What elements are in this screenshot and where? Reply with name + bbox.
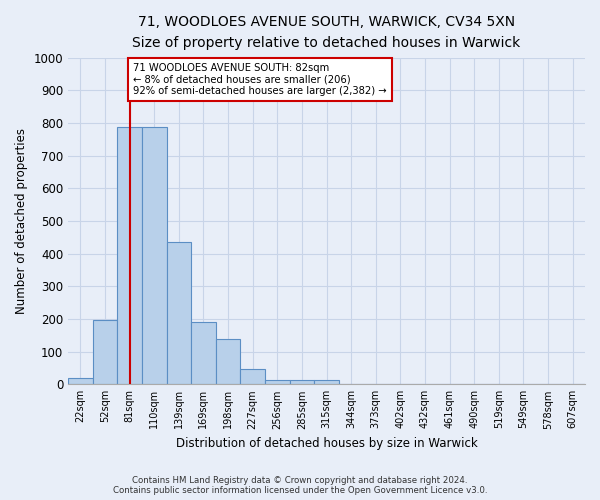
Bar — [241, 368, 265, 384]
Bar — [68, 378, 92, 384]
Title: 71, WOODLOES AVENUE SOUTH, WARWICK, CV34 5XN
Size of property relative to detach: 71, WOODLOES AVENUE SOUTH, WARWICK, CV34… — [133, 15, 521, 50]
Bar — [92, 320, 117, 384]
Bar — [290, 380, 314, 384]
X-axis label: Distribution of detached houses by size in Warwick: Distribution of detached houses by size … — [176, 437, 478, 450]
Bar — [191, 322, 216, 384]
Bar — [265, 380, 290, 384]
Text: Contains HM Land Registry data © Crown copyright and database right 2024.
Contai: Contains HM Land Registry data © Crown c… — [113, 476, 487, 495]
Bar — [142, 128, 167, 384]
Bar — [314, 380, 339, 384]
Bar — [167, 242, 191, 384]
Bar — [216, 338, 241, 384]
Text: 71 WOODLOES AVENUE SOUTH: 82sqm
← 8% of detached houses are smaller (206)
92% of: 71 WOODLOES AVENUE SOUTH: 82sqm ← 8% of … — [133, 62, 387, 96]
Bar — [117, 128, 142, 384]
Y-axis label: Number of detached properties: Number of detached properties — [15, 128, 28, 314]
